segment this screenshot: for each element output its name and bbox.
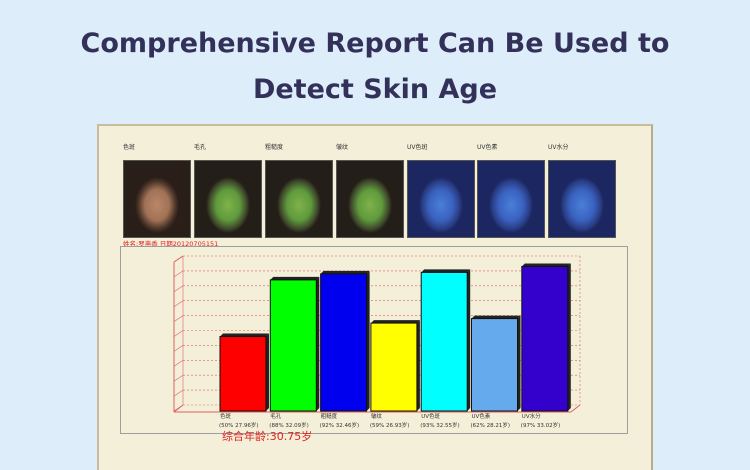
bar (521, 265, 569, 412)
face-image (124, 161, 190, 237)
category-detail-label: (59% 26.93岁) (370, 421, 410, 429)
category-detail-label: (62% 28.21岁) (471, 421, 511, 429)
bar (420, 271, 468, 412)
category-label: 毛孔 (270, 412, 282, 420)
gridline-wall (173, 404, 184, 412)
chart-frame (120, 246, 628, 434)
face-thumbnail[interactable] (407, 160, 475, 238)
thumbnail-label: UV色斑 (407, 144, 428, 151)
face-image (195, 161, 261, 237)
gridline-wall (173, 315, 184, 322)
headline-line-1: Comprehensive Report Can Be Used to (80, 28, 670, 59)
category-detail-label: (92% 32.46岁) (320, 421, 360, 429)
overall-age-score: 综合年龄:30.75岁 (222, 430, 313, 443)
bar-side (316, 276, 320, 411)
bar (269, 279, 317, 412)
gridline-wall (173, 330, 184, 337)
face-thumbnail[interactable] (123, 160, 191, 238)
thumbnail-label: UV色素 (477, 144, 498, 151)
bar (471, 318, 518, 412)
gridline-wall (173, 345, 184, 352)
bar-top (471, 315, 521, 319)
face-thumbnail[interactable] (477, 160, 545, 238)
bar-top (220, 333, 269, 337)
category-detail-label: (88% 32.09岁) (269, 421, 309, 429)
bar-top (320, 270, 370, 274)
face-image (266, 161, 332, 237)
thumbnail-label: 毛孔 (194, 144, 207, 151)
bar-side (467, 269, 471, 411)
bar-side (517, 315, 521, 411)
bar-side (567, 263, 571, 411)
gridline-wall (173, 270, 184, 278)
bar (219, 336, 267, 412)
gridline-wall (173, 360, 184, 367)
category-label: UV水分 (522, 412, 541, 420)
face-thumbnail[interactable] (194, 160, 262, 238)
category-detail-label: (97% 33.02岁) (521, 421, 561, 429)
gridline-wall (173, 255, 184, 263)
bar (370, 322, 418, 412)
bar-top (270, 276, 320, 280)
category-label: 粗糙度 (321, 412, 338, 420)
thumbnail-label: 色斑 (123, 144, 136, 151)
face-image (478, 161, 544, 237)
gridline-wall (173, 374, 184, 382)
chart-floor-edge (570, 404, 581, 413)
bar-top (370, 320, 420, 324)
bar-top (421, 269, 471, 273)
category-detail-label: (50% 27.96岁) (219, 421, 259, 429)
bar-top (521, 263, 571, 267)
face-image (408, 161, 474, 237)
bar-side (416, 320, 420, 411)
category-label: UV色素 (472, 412, 491, 420)
category-label: 皱纹 (371, 412, 383, 420)
thumbnail-label: 皱纹 (336, 144, 349, 151)
category-label: UV色斑 (421, 412, 440, 420)
gridline-wall (173, 285, 184, 293)
face-thumbnail[interactable] (265, 160, 333, 238)
category-label: 色斑 (220, 412, 232, 420)
face-thumbnail[interactable] (336, 160, 404, 238)
face-thumbnail[interactable] (548, 160, 616, 238)
face-image (337, 161, 403, 237)
face-image (549, 161, 615, 237)
category-detail-label: (93% 32.55岁) (420, 421, 460, 429)
bar (320, 273, 368, 412)
gridline-wall (173, 300, 184, 307)
headline-line-2: Detect Skin Age (252, 74, 498, 105)
bar-side (266, 333, 269, 411)
bar-side (366, 270, 370, 411)
patient-meta: 姓名:罗燕香 日期20120705151 (123, 240, 219, 248)
thumbnail-label: 粗糙度 (265, 144, 284, 151)
thumbnail-label: UV水分 (548, 144, 569, 151)
gridline-wall (173, 389, 184, 397)
